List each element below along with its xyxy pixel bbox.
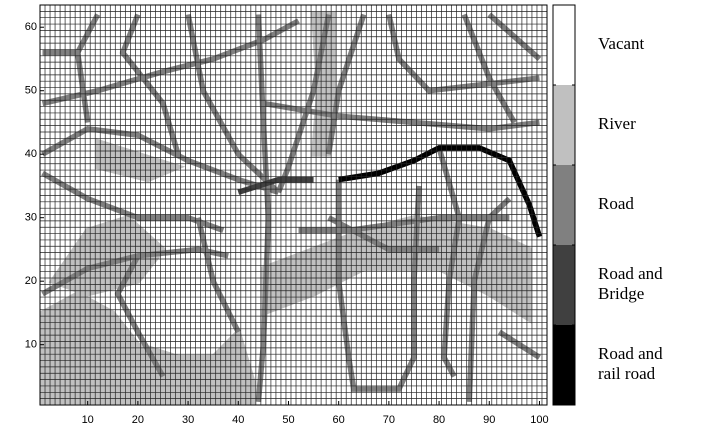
x-tick-label: 70 [383,414,395,426]
legend-label: Road [598,194,634,213]
x-tick-label: 80 [433,414,445,426]
y-tick-label: 50 [25,85,37,97]
legend-label: Road and [598,344,663,363]
y-tick-label: 10 [25,339,37,351]
legend-label: River [598,114,636,133]
legend-label: Vacant [598,34,645,53]
legend-swatch [553,165,575,245]
x-tick-label: 90 [483,414,495,426]
legend-swatch [553,85,575,165]
legend-label: Bridge [598,284,644,303]
y-tick-label: 60 [25,21,37,33]
y-tick-label: 40 [25,148,37,160]
x-tick-label: 20 [132,414,144,426]
legend-label: rail road [598,364,656,383]
x-tick-label: 30 [182,414,194,426]
x-tick-label: 10 [82,414,94,426]
chart: 10 20 30 40 50 60 70 80 90 100 10 20 30 40 50 60 Vacant R… [0,0,709,431]
x-tick-label: 60 [333,414,345,426]
y-tick-label: 30 [25,212,37,224]
legend-label: Road and [598,264,663,283]
legend-swatch [553,325,575,405]
legend-swatch [553,245,575,325]
x-tick-label: 100 [530,414,548,426]
x-tick-label: 40 [232,414,244,426]
x-tick-label: 50 [282,414,294,426]
legend-swatch [553,5,575,85]
y-tick-label: 20 [25,275,37,287]
